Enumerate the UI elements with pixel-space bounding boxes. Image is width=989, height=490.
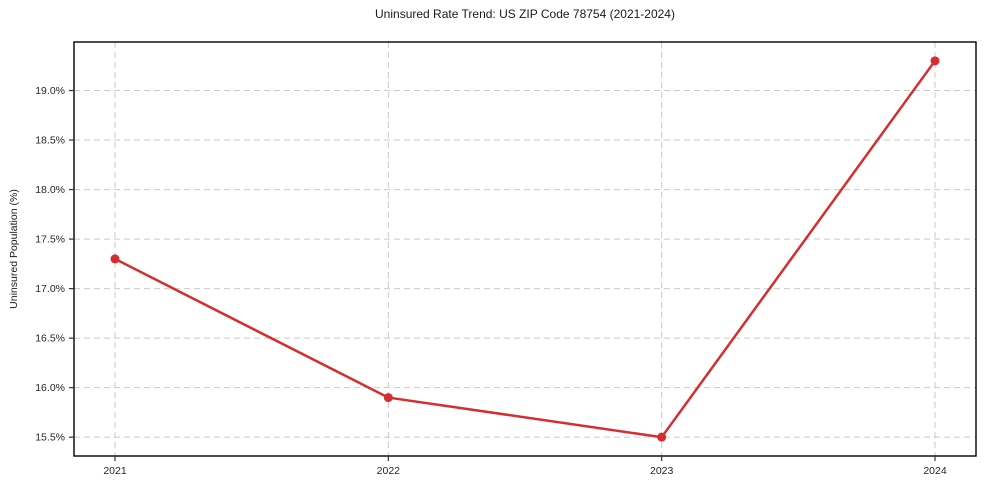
data-point [110,254,120,264]
y-tick-label: 16.0% [35,382,65,394]
y-tick-label: 17.0% [35,283,65,295]
y-tick-label: 19.0% [35,85,65,97]
x-tick-label: 2021 [103,465,127,477]
y-tick-label: 17.5% [35,234,65,246]
x-tick-label: 2022 [377,465,401,477]
x-tick-label: 2023 [650,465,674,477]
data-point [657,432,667,442]
data-point [930,56,940,66]
y-tick-label: 18.0% [35,184,65,196]
trend-line [113,59,937,439]
x-tick-label: 2024 [923,465,947,477]
plot-border [73,41,977,457]
y-tick-label: 15.5% [35,432,65,444]
chart-title: Uninsured Rate Trend: US ZIP Code 78754 … [375,7,675,21]
data-point [383,393,393,403]
y-tick-label: 16.5% [35,333,65,345]
y-tick-label: 18.5% [35,135,65,147]
